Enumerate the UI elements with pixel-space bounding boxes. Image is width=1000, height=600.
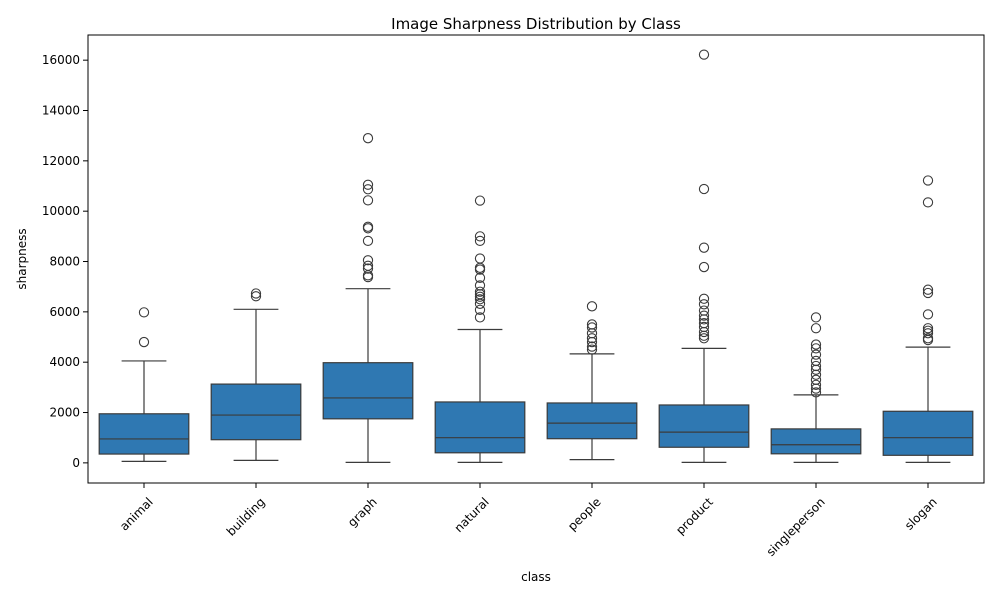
outlier-point-slogan <box>922 287 934 299</box>
y-tick-label: 8000 <box>49 255 80 269</box>
box-graph <box>322 362 414 420</box>
y-tick-label: 4000 <box>49 355 80 369</box>
outlier-point-people <box>586 301 598 312</box>
outlier-point-slogan <box>922 333 934 344</box>
outlier-point-singleperson <box>810 379 822 390</box>
outlier-point-singleperson <box>810 360 822 372</box>
outlier-point-product <box>698 261 710 273</box>
y-axis-label: sharpness <box>15 228 29 289</box>
outlier-point-singleperson <box>810 374 822 385</box>
y-tick-label: 10000 <box>42 204 80 218</box>
outlier-point-graph <box>362 263 374 274</box>
outlier-point-natural <box>474 291 486 302</box>
outlier-point-product <box>698 49 710 60</box>
outlier-point-graph <box>362 260 374 271</box>
outlier-point-people <box>586 341 598 352</box>
x-tick-label-product: product <box>673 495 716 538</box>
outlier-point-natural <box>474 304 486 315</box>
outlier-point-product <box>698 293 710 304</box>
outlier-point-slogan <box>922 309 934 320</box>
outlier-point-slogan <box>922 328 934 339</box>
x-tick-label-building: building <box>224 495 268 539</box>
x-tick-label-singleperson: singleperson <box>764 495 828 559</box>
outlier-point-building <box>250 288 262 299</box>
outlier-point-singleperson <box>810 355 822 367</box>
box-animal <box>98 413 190 455</box>
outlier-point-product <box>698 299 710 310</box>
outlier-point-natural <box>474 253 486 264</box>
outlier-point-people <box>586 319 598 330</box>
y-tick-label: 16000 <box>42 53 80 67</box>
box-singleperson <box>770 428 862 455</box>
outlier-point-people <box>586 322 598 333</box>
outlier-point-graph <box>362 195 374 206</box>
outlier-point-product <box>698 318 710 329</box>
outlier-point-singleperson <box>810 387 822 398</box>
outlier-point-natural <box>474 312 486 323</box>
outlier-point-product <box>698 183 710 195</box>
x-tick-label-graph: graph <box>345 495 380 530</box>
chart-title: Image Sharpness Distribution by Class <box>391 15 681 33</box>
outlier-point-slogan <box>922 325 934 336</box>
outlier-point-graph <box>362 221 374 232</box>
outlier-point-slogan <box>922 175 934 186</box>
outlier-point-product <box>698 305 710 316</box>
outlier-point-people <box>586 344 598 355</box>
outlier-point-natural <box>474 235 486 247</box>
outlier-point-graph <box>362 133 374 144</box>
outlier-point-animal <box>138 307 150 318</box>
y-tick-label: 0 <box>72 456 80 470</box>
y-tick-label: 14000 <box>42 104 80 118</box>
outlier-point-natural <box>474 280 486 291</box>
outlier-point-product <box>698 310 710 321</box>
plot-frame <box>87 34 985 484</box>
outlier-point-product <box>698 321 710 333</box>
outlier-point-slogan <box>922 197 934 208</box>
outlier-point-natural <box>474 231 486 242</box>
box-product <box>658 404 750 448</box>
outlier-point-slogan <box>922 284 934 295</box>
x-tick-label-natural: natural <box>452 495 492 535</box>
outlier-point-singleperson <box>810 349 822 360</box>
outlier-point-singleperson <box>810 339 822 350</box>
outlier-point-graph <box>362 179 374 190</box>
outlier-point-building <box>250 291 262 302</box>
outlier-point-product <box>698 242 710 253</box>
box-natural <box>434 401 526 454</box>
x-tick-label-slogan: slogan <box>902 495 940 533</box>
outlier-point-natural <box>474 294 486 305</box>
x-axis-label: class <box>521 570 551 584</box>
outlier-point-singleperson <box>810 343 822 354</box>
y-tick-label: 6000 <box>49 305 80 319</box>
outlier-point-natural <box>474 195 486 206</box>
outlier-point-natural <box>474 286 486 297</box>
outlier-point-slogan <box>922 323 934 334</box>
outlier-point-graph <box>362 235 374 247</box>
x-tick-label-people: people <box>565 495 604 534</box>
box-people <box>546 402 638 440</box>
box-building <box>210 383 302 441</box>
outlier-point-singleperson <box>810 323 822 334</box>
outlier-point-graph <box>362 255 374 266</box>
outlier-point-singleperson <box>810 312 822 323</box>
y-tick-label: 12000 <box>42 154 80 168</box>
outlier-point-product <box>698 333 710 344</box>
x-tick-label-animal: animal <box>117 495 156 534</box>
y-tick-label: 2000 <box>49 406 80 420</box>
outlier-point-natural <box>474 272 486 284</box>
outlier-point-graph <box>362 184 374 195</box>
box-slogan <box>882 410 974 456</box>
outlier-point-animal <box>138 336 150 348</box>
outlier-point-people <box>586 333 598 344</box>
